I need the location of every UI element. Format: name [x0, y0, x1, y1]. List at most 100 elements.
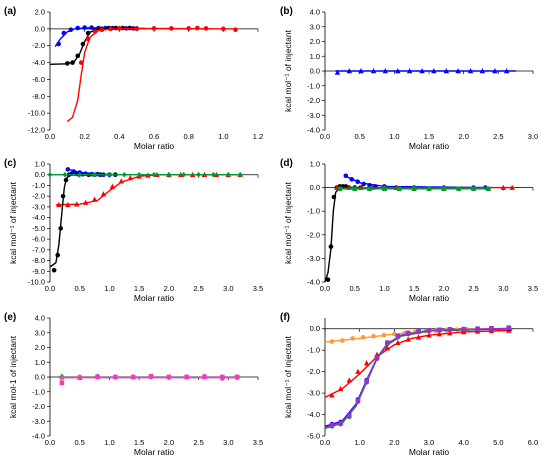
data-point — [415, 334, 422, 340]
x-tick-label: 5.0 — [493, 438, 503, 447]
fit-curve — [49, 174, 116, 268]
data-point — [405, 336, 411, 342]
data-point — [70, 60, 75, 65]
x-tick-label: 0.4 — [114, 132, 124, 141]
data-point — [489, 325, 494, 331]
y-tick-label: -2.0 — [307, 230, 320, 239]
x-tick-label: 3.5 — [528, 284, 538, 293]
x-tick-label: 3.5 — [253, 438, 263, 447]
fit-curve — [49, 27, 146, 65]
x-tick-label: 3.0 — [223, 438, 233, 447]
data-series — [324, 326, 513, 427]
fit-curve — [324, 329, 513, 399]
fit-curve — [324, 328, 513, 427]
y-tick-label: -9.0 — [32, 267, 45, 276]
data-point — [337, 186, 343, 192]
data-point — [374, 355, 380, 360]
y-tick-label: -7.0 — [32, 245, 45, 254]
chart-panel: (a) 2.00.0-2.0-4.0-6.0-8.0-10.0-12.00.0 0.… — [4, 6, 263, 151]
y-tick-label: -3.0 — [32, 417, 45, 426]
y-tick-label: -3.0 — [307, 389, 320, 398]
data-point — [395, 339, 401, 345]
y-tick-label: 1.0 — [310, 52, 320, 61]
y-tick-label: -2.0 — [32, 41, 45, 50]
data-point — [56, 201, 62, 208]
x-tick-label: 0.0 — [45, 132, 55, 141]
data-point — [426, 332, 432, 338]
data-point — [443, 68, 450, 74]
x-tick-label: 1.0 — [379, 284, 389, 293]
x-axis-label: Molar ratio — [409, 447, 449, 457]
x-tick-label: 0.5 — [354, 132, 364, 141]
panel-label: (a) — [4, 6, 16, 17]
data-series — [337, 186, 491, 192]
y-tick-label: 1.0 — [35, 160, 45, 169]
data-point — [352, 186, 358, 192]
y-tick-label: -4.0 — [307, 278, 320, 287]
y-tick-label: -1.0 — [307, 346, 320, 355]
panel-label: (f) — [280, 312, 290, 323]
data-point — [95, 374, 100, 380]
y-tick-label: -3.0 — [307, 111, 320, 120]
data-point — [340, 338, 345, 343]
y-tick-label: -6.0 — [32, 75, 45, 84]
y-tick-label: -2.0 — [32, 402, 45, 411]
data-point — [109, 183, 116, 189]
y-tick-label: -4.0 — [307, 410, 320, 419]
y-tick-label: 2.0 — [35, 8, 45, 17]
data-point — [196, 171, 201, 178]
data-point — [492, 68, 498, 74]
data-point — [51, 267, 57, 273]
data-point — [395, 68, 401, 74]
x-tick-label: 2.5 — [493, 132, 503, 141]
x-axis-label: Molar ratio — [134, 141, 174, 151]
data-point — [234, 374, 240, 380]
data-point — [441, 186, 447, 192]
data-point — [89, 25, 94, 30]
data-point — [467, 68, 474, 74]
data-point — [325, 277, 331, 282]
y-tick-label: -4.0 — [307, 126, 320, 135]
y-tick-label: -2.0 — [307, 367, 320, 376]
y-tick-label: -12.0 — [28, 126, 45, 135]
x-tick-label: 1.5 — [134, 438, 144, 447]
data-point — [355, 368, 361, 374]
data-point — [75, 53, 81, 59]
y-tick-label: 3.0 — [35, 328, 45, 337]
data-point — [127, 175, 133, 181]
data-point — [221, 26, 226, 32]
y-axis-label: kcal mol⁻¹ of injectant — [283, 335, 293, 418]
data-point — [78, 60, 84, 65]
y-axis-label: kcal mol⁻¹ of injectant — [283, 181, 293, 264]
data-series — [55, 171, 244, 208]
data-point — [108, 26, 113, 32]
data-point — [396, 186, 402, 192]
y-tick-label: -4.0 — [32, 213, 45, 222]
data-point — [337, 385, 344, 392]
y-tick-label: -5.0 — [32, 224, 45, 233]
fit-curve — [66, 27, 236, 123]
x-axis-label: Molar ratio — [134, 447, 174, 457]
data-point — [329, 339, 335, 344]
x-tick-label: 1.5 — [424, 132, 434, 141]
y-axis-label: kcal mol-1 of injectant — [8, 335, 18, 418]
y-axis-label: kcal mol⁻¹ of injectant — [8, 181, 18, 264]
data-point — [74, 201, 80, 207]
data-point — [419, 68, 425, 74]
data-series — [324, 325, 513, 429]
data-point — [447, 330, 453, 336]
x-tick-label: 1.5 — [409, 284, 419, 293]
data-point — [68, 27, 74, 32]
fit-curve — [324, 327, 513, 429]
data-point — [355, 398, 361, 403]
data-point — [134, 26, 139, 32]
y-tick-label: -1.0 — [307, 81, 320, 90]
data-point — [328, 244, 334, 249]
chart-panel: (e) 4.03.02.01.00.0-1.0-2.0-3.0-4.00.0 0.5… — [4, 312, 263, 457]
data-point — [346, 68, 352, 74]
panel-label: (c) — [4, 158, 16, 169]
data-point — [148, 373, 154, 379]
chart-panel: (b) 4.03.02.01.00.0-1.0-2.0-3.0-4.00.0 0.5… — [280, 6, 538, 151]
data-point — [461, 326, 466, 332]
y-axis-label: kcal mol⁻¹ of injectant — [283, 29, 293, 112]
